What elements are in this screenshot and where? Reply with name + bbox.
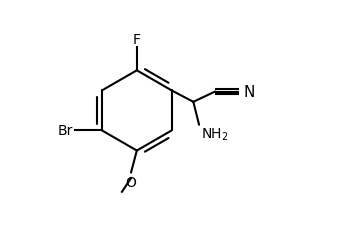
Text: N: N [243, 85, 255, 100]
Text: NH$_2$: NH$_2$ [201, 126, 229, 143]
Text: O: O [126, 175, 136, 189]
Text: F: F [133, 33, 141, 47]
Text: Br: Br [58, 124, 74, 138]
